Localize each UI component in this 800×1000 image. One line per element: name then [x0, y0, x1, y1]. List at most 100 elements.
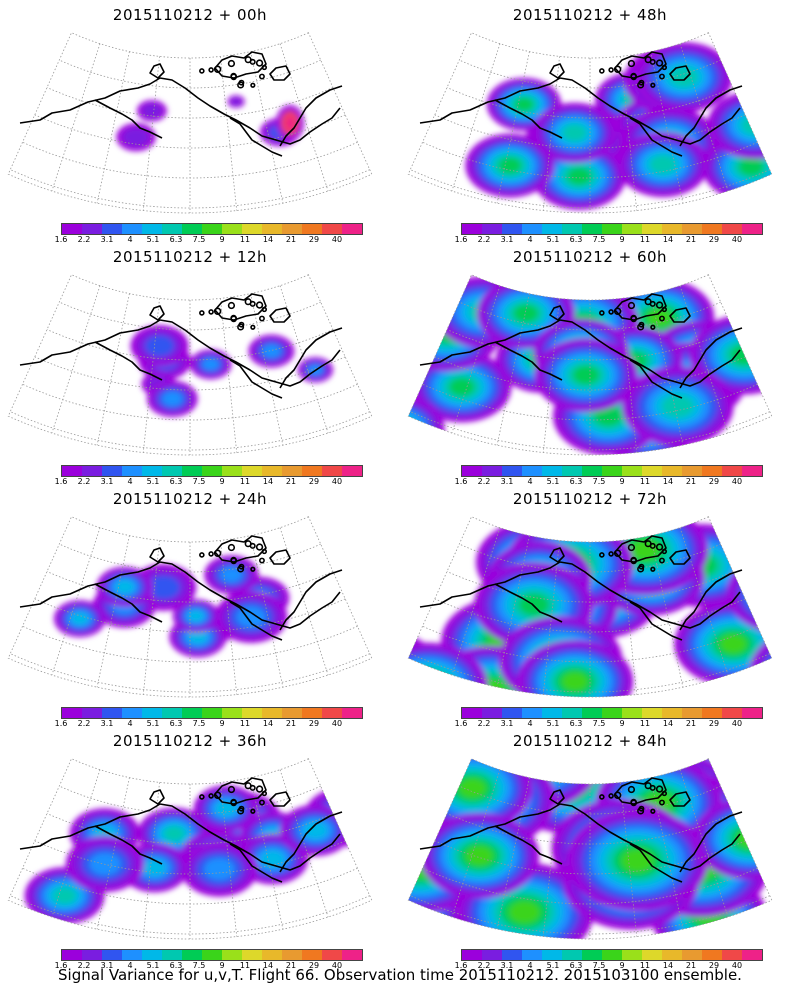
- colorbar-tick-label: 5.1: [546, 235, 560, 244]
- coastline: [419, 51, 743, 157]
- colorbar-swatch: [742, 708, 762, 718]
- variance-field: [130, 325, 333, 417]
- colorbar-swatch: [622, 224, 642, 234]
- forecast-panel: 2015110212 + 36h 1.6 2.2 3.1 4 5.1 6.3 7.5 9 11 14…: [0, 726, 380, 971]
- colorbar-tick-label: 29: [308, 961, 320, 970]
- colorbar-tick-label: 6.3: [569, 719, 583, 728]
- colorbar-tick-label: 14: [262, 477, 274, 486]
- colorbar-tick-label: 7.5: [192, 961, 206, 970]
- colorbar-tick-label: 21: [685, 477, 697, 486]
- colorbar-swatch: [242, 708, 262, 718]
- colorbar-tick-label: 29: [708, 719, 720, 728]
- colorbar-tick-label: 3.1: [100, 719, 114, 728]
- colorbar-tick-label: 11: [639, 961, 651, 970]
- colorbar-swatch: [62, 708, 82, 718]
- colorbar-tick-label: 7.5: [592, 235, 606, 244]
- colorbar-tick-label: 40: [731, 477, 743, 486]
- colorbar: [461, 707, 763, 719]
- colorbar-swatch: [202, 708, 222, 718]
- colorbar-tick-label: 40: [731, 719, 743, 728]
- colorbar-tick-label: 9: [219, 235, 225, 244]
- coastline: [19, 535, 343, 641]
- colorbar-tick-label: 1.6: [454, 235, 468, 244]
- colorbar-swatch: [322, 950, 342, 960]
- colorbar-swatch: [342, 466, 362, 476]
- colorbar-swatch: [82, 224, 102, 234]
- colorbar-swatch: [502, 950, 522, 960]
- colorbar-swatch: [82, 708, 102, 718]
- colorbar-swatch: [262, 950, 282, 960]
- variance-field: [408, 276, 772, 455]
- colorbar-swatch: [162, 224, 182, 234]
- colorbar-tick-label: 11: [639, 719, 651, 728]
- colorbar-swatch: [302, 466, 322, 476]
- coastline: [419, 535, 743, 641]
- colorbar-tick-label: 21: [685, 961, 697, 970]
- map-boundary: [407, 758, 773, 940]
- colorbar-swatch: [122, 950, 142, 960]
- colorbar-tick-label: 1.6: [54, 719, 68, 728]
- colorbar-tick-label: 4: [527, 235, 533, 244]
- colorbar-swatch: [482, 950, 502, 960]
- colorbar-swatch: [262, 708, 282, 718]
- forecast-panel: 2015110212 + 00h 1.6 2.2 3.1 4 5.1 6.3 7.5 9 11 14…: [0, 0, 380, 245]
- colorbar-tick-label: 7.5: [192, 235, 206, 244]
- colorbar-swatch: [642, 466, 662, 476]
- colorbar-tick-label: 3.1: [100, 477, 114, 486]
- colorbar-tick-label: 14: [662, 719, 674, 728]
- colorbar-tick-label: 4: [527, 477, 533, 486]
- colorbar-labels: 1.6 2.2 3.1 4 5.1 6.3 7.5 9 11 14 21 29 40: [51, 477, 371, 487]
- colorbar: [461, 949, 763, 961]
- colorbar-swatch: [182, 950, 202, 960]
- panel-title: 2015110212 + 36h: [112, 732, 268, 750]
- colorbar-swatch: [182, 708, 202, 718]
- colorbar-tick-label: 29: [308, 477, 320, 486]
- map-boundary: [7, 516, 373, 698]
- colorbar: [61, 223, 363, 235]
- colorbar-swatch: [542, 708, 562, 718]
- colorbar-swatch: [522, 466, 542, 476]
- colorbar-tick-label: 1.6: [54, 961, 68, 970]
- colorbar-swatch: [162, 950, 182, 960]
- colorbar-swatch: [82, 466, 102, 476]
- panel-title: 2015110212 + 84h: [512, 732, 668, 750]
- panel-title: 2015110212 + 48h: [512, 6, 668, 24]
- colorbar-tick-label: 2.2: [477, 235, 491, 244]
- colorbar-tick-label: 40: [331, 477, 343, 486]
- colorbar-tick-label: 40: [331, 961, 343, 970]
- colorbar-swatch: [162, 708, 182, 718]
- colorbar-swatch: [142, 950, 162, 960]
- colorbar-tick-label: 11: [239, 719, 251, 728]
- colorbar-swatch: [462, 950, 482, 960]
- colorbar-swatch: [602, 466, 622, 476]
- colorbar-swatch: [342, 950, 362, 960]
- colorbar-tick-label: 40: [731, 961, 743, 970]
- colorbar-swatch: [562, 466, 582, 476]
- colorbar-swatch: [222, 466, 242, 476]
- colorbar-tick-label: 29: [708, 477, 720, 486]
- colorbar-tick-label: 2.2: [477, 961, 491, 970]
- colorbar-tick-label: 3.1: [500, 235, 514, 244]
- graticule: [410, 285, 770, 455]
- colorbar: [61, 949, 363, 961]
- projection-map: [7, 516, 373, 698]
- colorbar-swatch: [142, 466, 162, 476]
- colorbar-swatch: [602, 708, 622, 718]
- colorbar-tick-label: 14: [262, 235, 274, 244]
- colorbar-swatch: [62, 466, 82, 476]
- colorbar-swatch: [582, 466, 602, 476]
- colorbar-swatch: [722, 466, 742, 476]
- colorbar-tick-label: 9: [219, 961, 225, 970]
- colorbar-swatch: [562, 224, 582, 234]
- colorbar-tick-label: 21: [285, 235, 297, 244]
- colorbar-tick-label: 2.2: [77, 477, 91, 486]
- colorbar-swatch: [542, 466, 562, 476]
- colorbar-swatch: [522, 950, 542, 960]
- colorbar-swatch: [222, 224, 242, 234]
- colorbar-swatch: [322, 708, 342, 718]
- colorbar-swatch: [482, 466, 502, 476]
- colorbar-tick-label: 1.6: [454, 477, 468, 486]
- colorbar-tick-label: 9: [619, 235, 625, 244]
- colorbar-swatch: [262, 224, 282, 234]
- colorbar-swatch: [282, 466, 302, 476]
